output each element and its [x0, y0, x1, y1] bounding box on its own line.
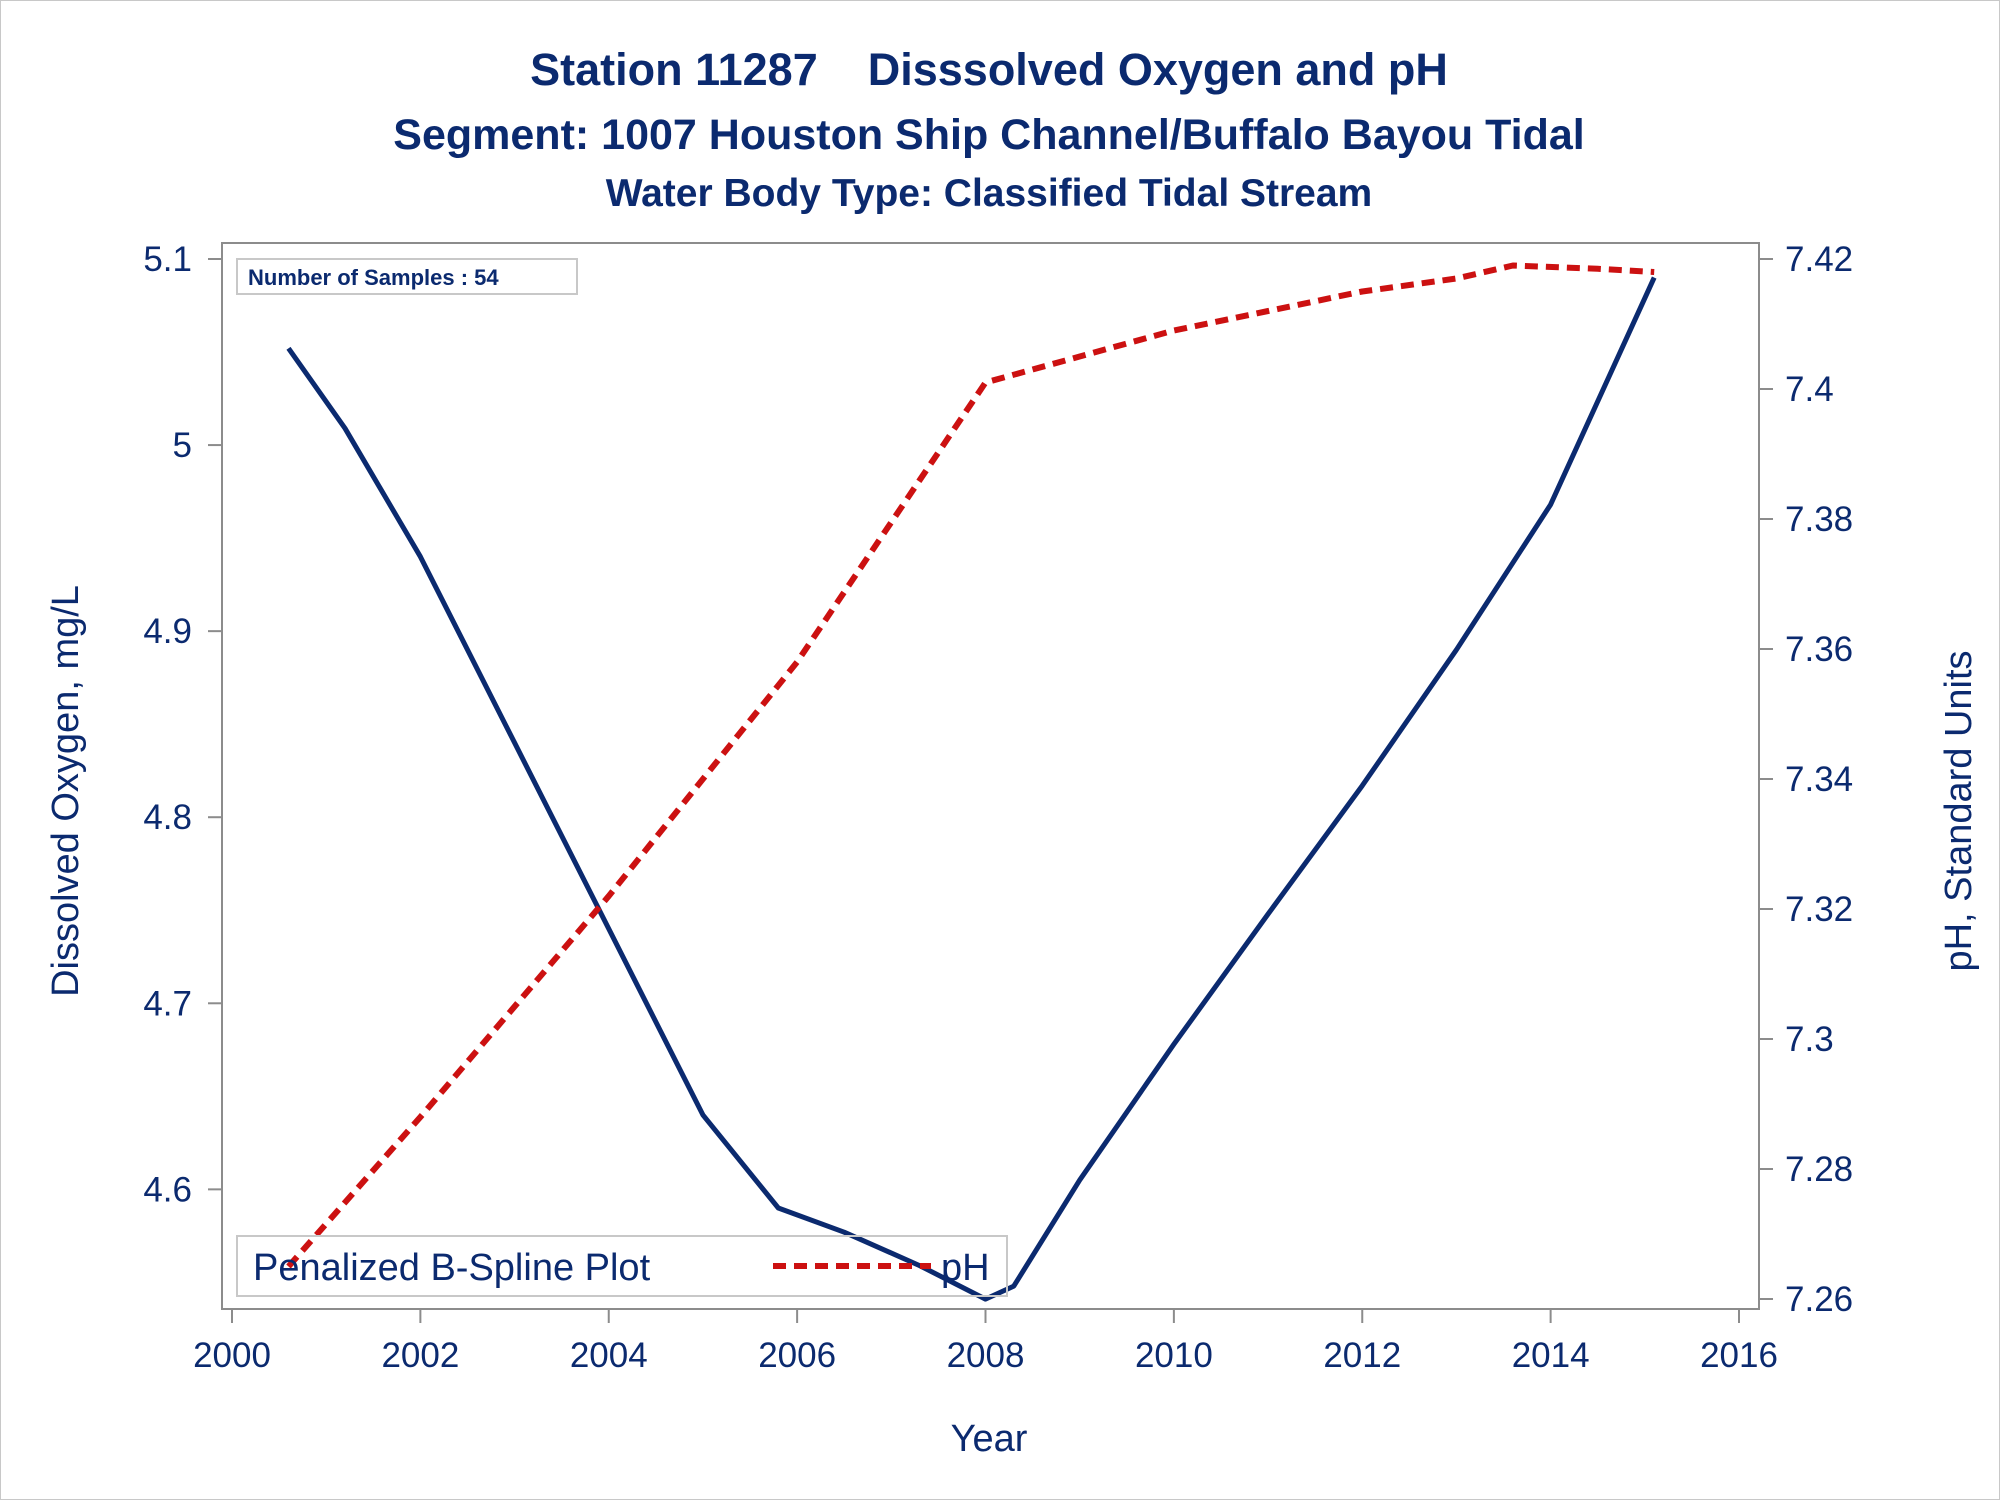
x-tick-label: 2012 [1323, 1336, 1401, 1375]
x-tick-label: 2014 [1512, 1336, 1590, 1375]
y2-tick-label: 7.32 [1785, 890, 1853, 929]
y-tick-label: 4.6 [143, 1170, 192, 1209]
ph-series-line [286, 262, 1655, 1269]
y-tick-label: 4.8 [143, 798, 192, 837]
legend: Penalized B-Spline Plot pH [236, 1235, 1008, 1297]
y-tick-label: 4.9 [143, 612, 192, 651]
y-axis-right: 7.26 7.28 7.3 7.32 7.34 7.36 7.38 7.4 7.42 [1759, 240, 1853, 1319]
legend-entry-ph: pH [941, 1247, 990, 1289]
y2-tick-label: 7.38 [1785, 500, 1853, 539]
x-tick-label: 2000 [193, 1336, 271, 1375]
legend-box [236, 1235, 1008, 1297]
y-tick-label: 4.7 [143, 984, 192, 1023]
y2-tick-label: 7.26 [1785, 1280, 1853, 1319]
y-axis-left: 4.6 4.7 4.8 4.9 5 5.1 [143, 240, 222, 1209]
y2-tick-label: 7.34 [1785, 760, 1853, 799]
plot-area [221, 242, 1760, 1310]
x-tick-label: 2006 [758, 1336, 836, 1375]
x-axis-label: Year [951, 1418, 1028, 1460]
y2-tick-label: 7.4 [1785, 370, 1834, 409]
legend-title: Penalized B-Spline Plot [253, 1247, 651, 1289]
chart-subtitle-2: Water Body Type: Classified Tidal Stream [606, 172, 1372, 215]
x-tick-label: 2016 [1700, 1336, 1778, 1375]
y-tick-label: 5 [173, 426, 192, 465]
chart-subtitle: Segment: 1007 Houston Ship Channel/Buffa… [393, 111, 1584, 159]
series-layer [286, 262, 1657, 1302]
x-tick-label: 2004 [570, 1336, 648, 1375]
dissolved-oxygen-series-line [286, 276, 1657, 1302]
sample-count-box: Number of Samples : 54 [236, 258, 578, 295]
y2-tick-label: 7.36 [1785, 630, 1853, 669]
x-tick-label: 2008 [947, 1336, 1025, 1375]
sample-count-text: Number of Samples : 54 [248, 265, 499, 290]
x-tick-label: 2002 [381, 1336, 459, 1375]
y-tick-label: 5.1 [143, 240, 192, 279]
y2-axis-label: pH, Standard Units [1938, 650, 1980, 971]
y2-tick-label: 7.42 [1785, 240, 1853, 279]
y-axis-label: Dissolved Oxygen, mg/L [45, 585, 87, 997]
chart-title: Station 11287 Disssolved Oxygen and pH [530, 44, 1448, 95]
x-tick-label: 2010 [1135, 1336, 1213, 1375]
x-axis: 2000 2002 2004 2006 2008 2010 2012 2014 2016 [193, 1309, 1778, 1375]
y2-tick-label: 7.3 [1785, 1020, 1834, 1059]
y2-tick-label: 7.28 [1785, 1150, 1853, 1189]
